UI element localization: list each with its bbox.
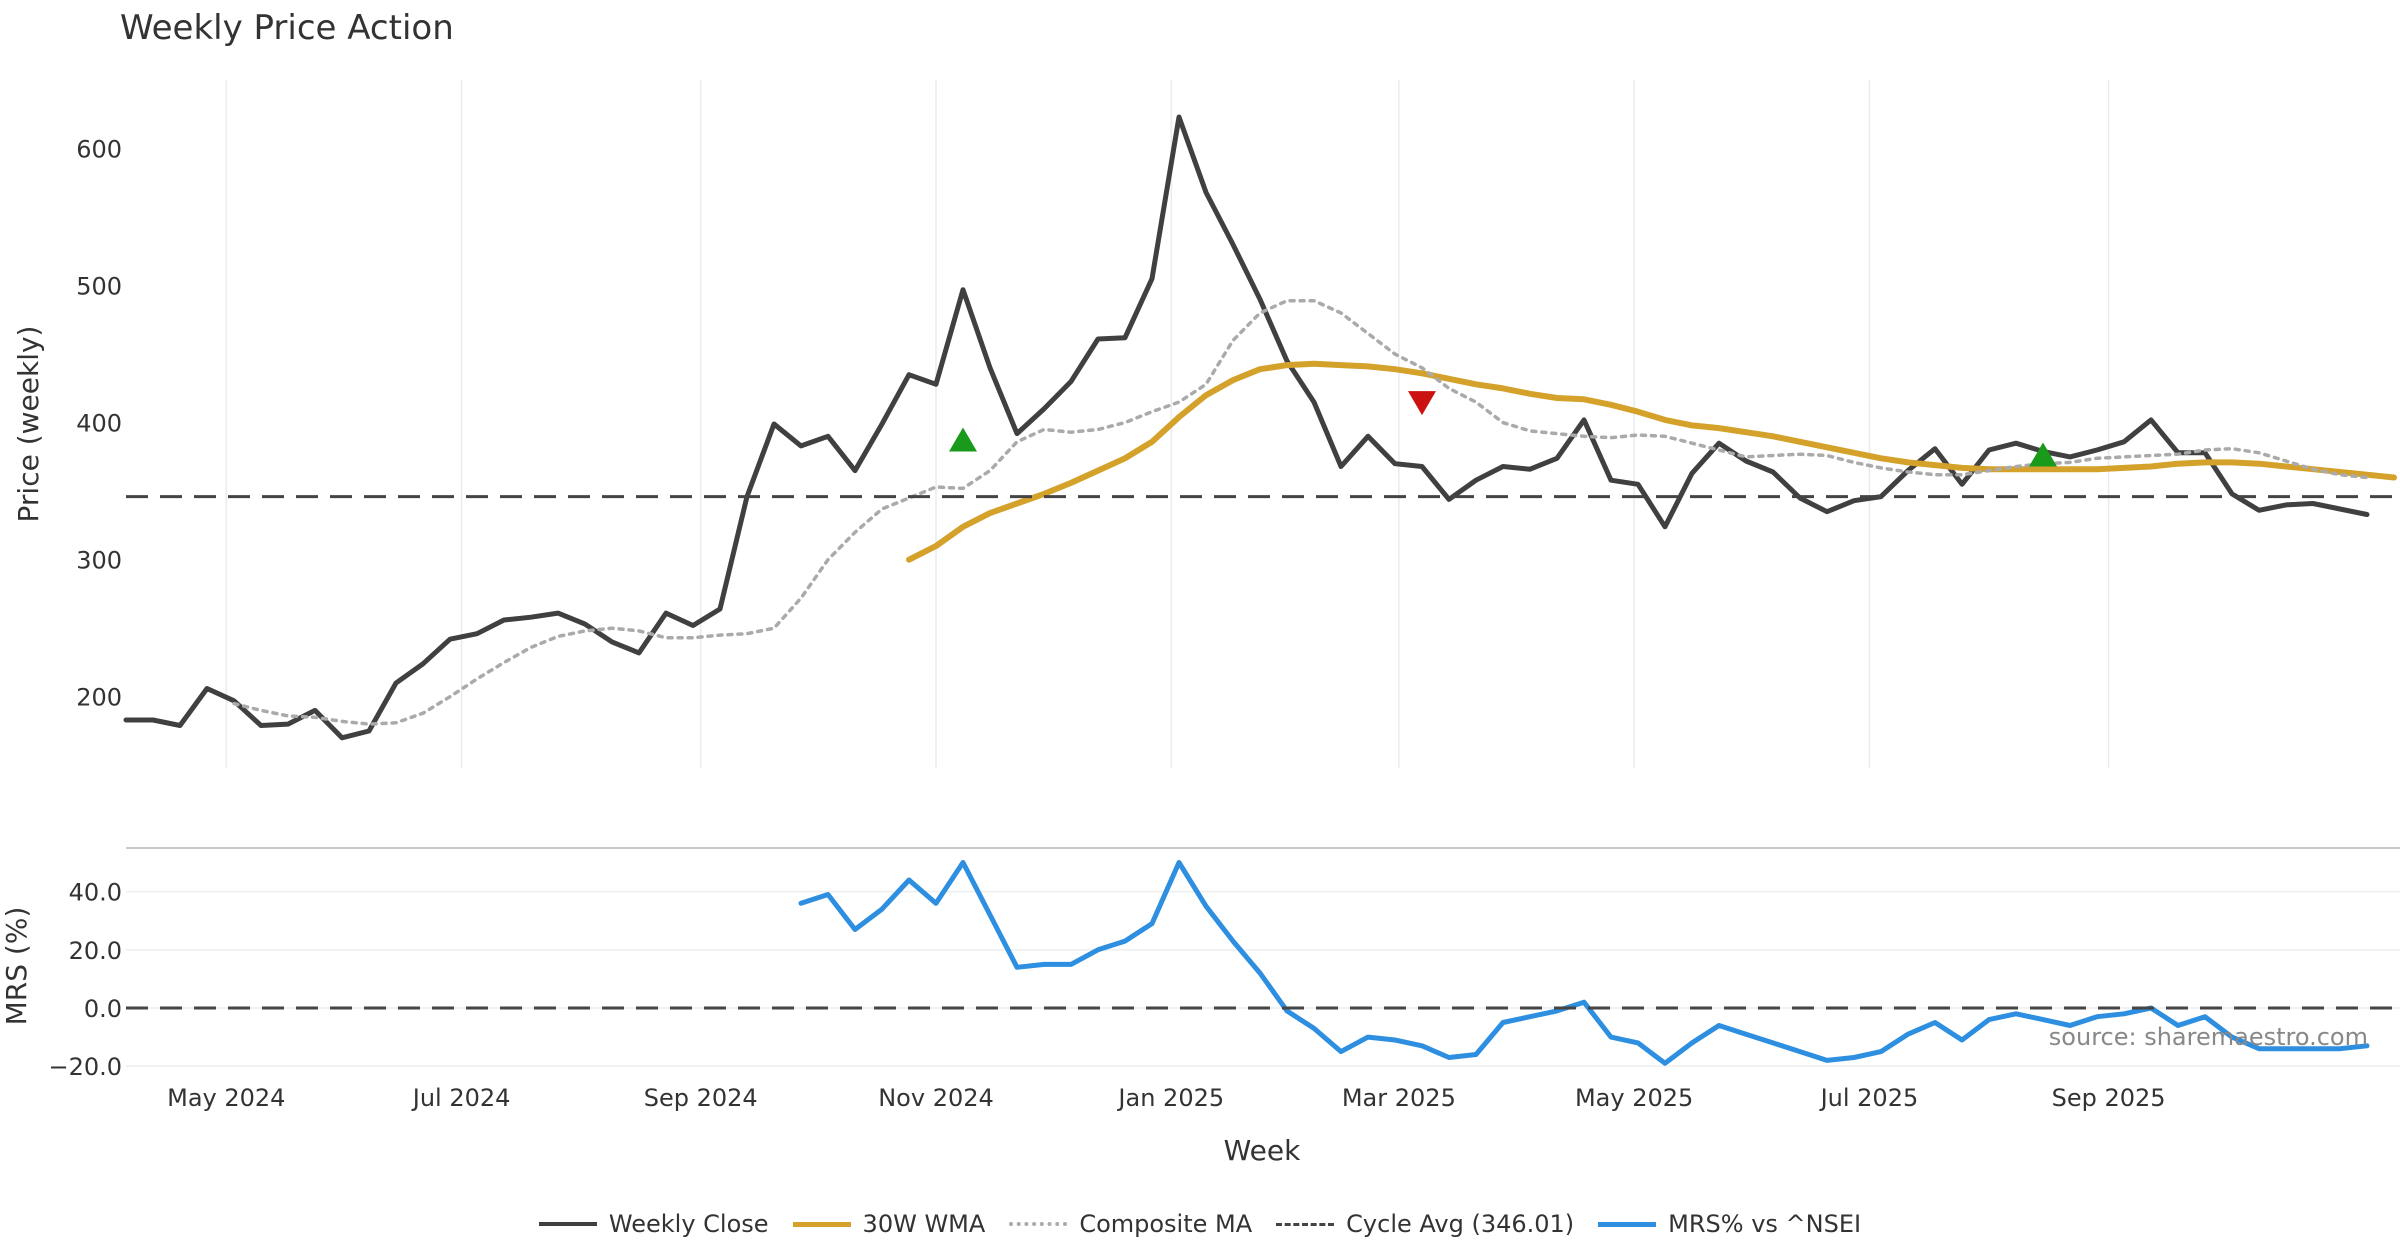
x-tick-label: Sep 2025	[2052, 1084, 2166, 1112]
legend-swatch	[1009, 1222, 1068, 1226]
buy-signal-marker	[949, 427, 977, 452]
series-mrs-vs-nsei	[798, 860, 2370, 1066]
x-tick-label: Jul 2025	[1819, 1084, 1919, 1112]
mrs-y-axis-label: MRS (%)	[0, 907, 33, 1026]
legend-label: Cycle Avg (346.01)	[1346, 1210, 1575, 1238]
chart-title: Weekly Price Action	[120, 8, 454, 48]
x-axis: May 2024 Jul 2024 Sep 2024 Nov 2024 Jan 2025…	[167, 1084, 2165, 1167]
sell-signal-marker	[1408, 391, 1436, 416]
series-30w-wma	[906, 360, 2397, 563]
legend-label: Weekly Close	[608, 1210, 769, 1238]
price-y-axis-label: Price (weekly)	[12, 326, 45, 523]
legend-item-composite-ma: Composite MA	[1009, 1210, 1252, 1238]
legend-label: Composite MA	[1079, 1210, 1253, 1238]
legend-item-cycle-avg: Cycle Avg (346.01)	[1276, 1210, 1574, 1238]
price-panel: 200 300 400 500 600 Price (weekly)	[12, 80, 2400, 768]
series-weekly-close	[123, 114, 2370, 741]
price-y-tick-label: 600	[76, 136, 122, 164]
price-y-tick-label: 500	[76, 273, 122, 301]
legend-swatch	[1598, 1221, 1657, 1227]
legend-item-mrs: MRS% vs ^NSEI	[1598, 1210, 1861, 1238]
mrs-y-tick-label: −20.0	[48, 1053, 122, 1081]
legend-swatch	[792, 1221, 851, 1227]
mrs-y-tick-label: 40.0	[69, 879, 122, 907]
mrs-y-tick-label: 20.0	[69, 937, 122, 965]
x-tick-label: Nov 2024	[878, 1084, 994, 1112]
x-tick-label: May 2024	[167, 1084, 285, 1112]
x-tick-label: May 2025	[1575, 1084, 1693, 1112]
price-y-tick-label: 300	[76, 547, 122, 575]
mrs-y-tick-label: 0.0	[84, 995, 122, 1023]
legend-item-30w-wma: 30W WMA	[792, 1210, 986, 1238]
legend-swatch	[1276, 1222, 1335, 1226]
price-y-tick-label: 400	[76, 410, 122, 438]
price-y-tick-label: 200	[76, 684, 122, 712]
legend: Weekly Close 30W WMA Composite MA Cycle …	[0, 1210, 2400, 1238]
x-tick-label: Jan 2025	[1116, 1084, 1224, 1112]
source-annotation: source: sharemaestro.com	[2049, 1023, 2368, 1051]
x-tick-label: Mar 2025	[1342, 1084, 1456, 1112]
mrs-panel: −20.0 0.0 20.0 40.0 MRS (%) source: sharemaes…	[0, 847, 2400, 1081]
x-tick-label: Sep 2024	[644, 1084, 758, 1112]
x-axis-label: Week	[1224, 1134, 1301, 1167]
legend-label: 30W WMA	[862, 1210, 986, 1238]
legend-label: MRS% vs ^NSEI	[1668, 1210, 1862, 1238]
series-composite-ma	[232, 298, 2369, 726]
legend-swatch	[538, 1222, 597, 1226]
buy-signal-marker	[2029, 442, 2057, 467]
x-tick-label: Jul 2024	[411, 1084, 511, 1112]
legend-item-weekly-close: Weekly Close	[538, 1210, 769, 1238]
